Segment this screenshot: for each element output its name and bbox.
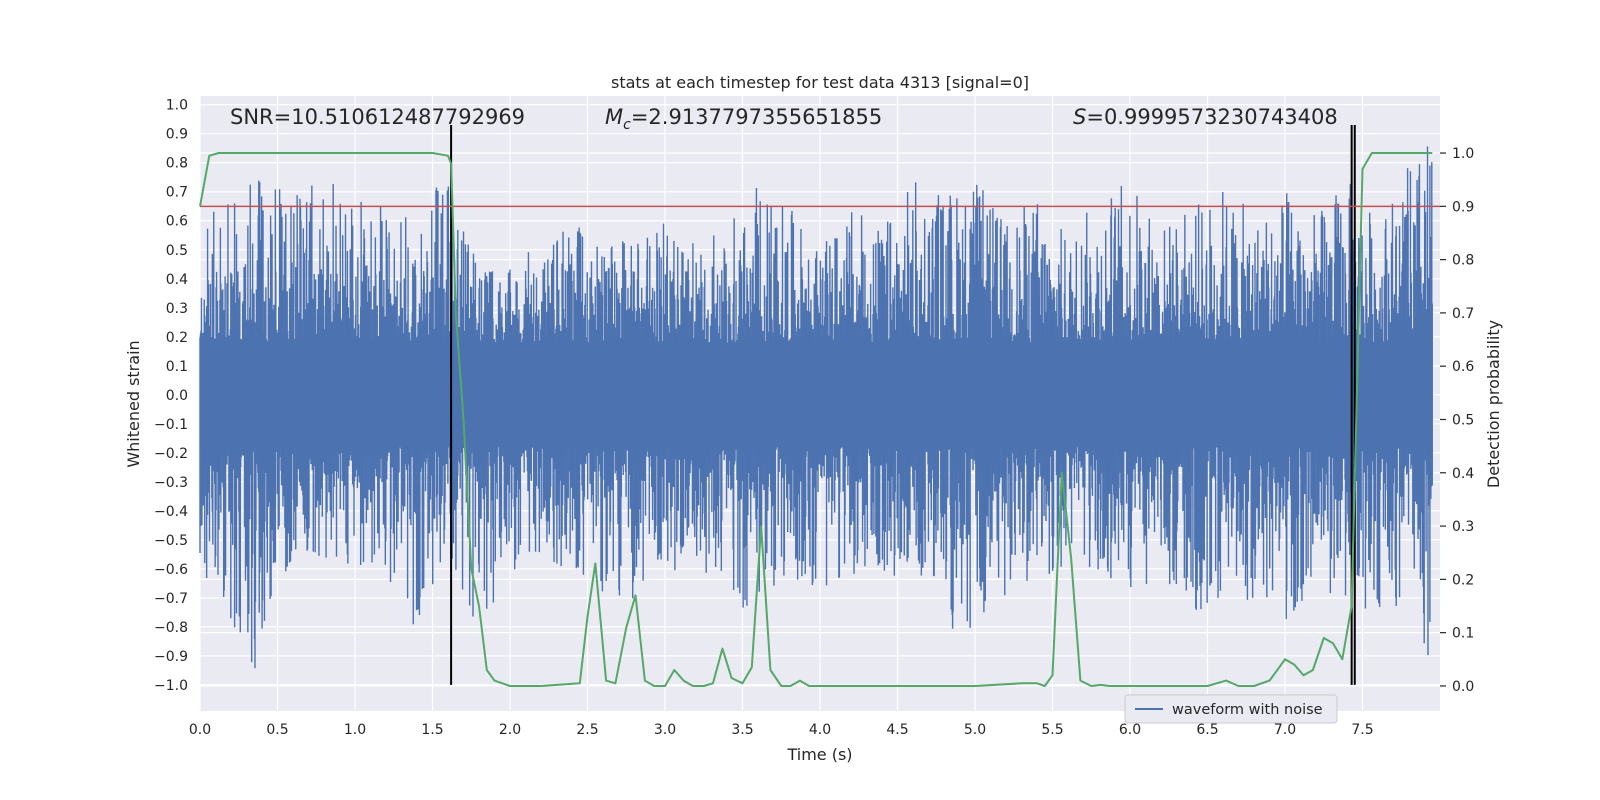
x-tick-label: 3.0 [654, 722, 676, 738]
y-left-tick-label: 0.4 [166, 272, 188, 288]
probability-line [199, 152, 1433, 687]
y-right-tick-label: 0.4 [1452, 466, 1474, 482]
y-left-tick-label: −1.0 [154, 678, 188, 694]
x-axis-ticks: 0.0 0.5 1.0 1.5 2.0 2.5 3.0 3.5 4.0 4.5 5.0 5.5 6.0 6… [189, 722, 1374, 738]
x-tick-label: 4.0 [809, 722, 831, 738]
y-right-ticks: 1.0 0.9 0.8 0.7 0.6 0.5 0.4 0.3 0.2 0.1 0.0 [1440, 146, 1474, 695]
chart-title: stats at each timestep for test data 431… [611, 73, 1029, 92]
mc-value: =2.9137797355651855 [631, 105, 882, 129]
y-left-tick-label: 0.9 [166, 127, 188, 143]
y-right-tick-label: 1.0 [1452, 146, 1474, 162]
y-left-ticks: 1.0 0.9 0.8 0.7 0.6 0.5 0.4 0.3 0.2 0.1 0.0 −0.1 −0.… [154, 98, 188, 694]
x-tick-label: 3.5 [731, 722, 753, 738]
y-left-tick-label: −0.4 [154, 504, 188, 520]
x-tick-label: 2.5 [576, 722, 598, 738]
x-tick-label: 5.5 [1041, 722, 1063, 738]
y-right-tick-label: 0.5 [1452, 412, 1474, 428]
x-tick-label: 7.5 [1351, 722, 1373, 738]
probability-series [199, 152, 1433, 687]
y-left-tick-label: 0.2 [166, 330, 188, 346]
y-left-tick-label: −0.5 [154, 533, 188, 549]
y-left-tick-label: −0.6 [154, 562, 188, 578]
s-symbol: S [1073, 105, 1086, 129]
x-tick-label: 2.0 [499, 722, 521, 738]
legend-label-waveform: waveform with noise [1172, 702, 1323, 718]
s-annotation: S=0.9999573230743408 [1073, 105, 1338, 129]
legend-box [1124, 694, 1338, 724]
y-left-tick-label: −0.9 [154, 649, 188, 665]
x-tick-label: 0.0 [189, 722, 211, 738]
y-left-tick-label: 0.6 [166, 214, 188, 230]
y-left-tick-label: 0.3 [166, 301, 188, 317]
snr-annotation: SNR=10.510612487792969 [230, 105, 525, 129]
y-left-tick-label: −0.2 [154, 446, 188, 462]
x-tick-label: 0.5 [266, 722, 288, 738]
x-tick-label: 4.5 [886, 722, 908, 738]
y-left-tick-label: −0.8 [154, 620, 188, 636]
x-tick-label: 6.0 [1119, 722, 1141, 738]
y-left-tick-label: 1.0 [166, 98, 188, 114]
y-left-tick-label: −0.3 [154, 475, 188, 491]
y-right-axis-label: Detection probability [1484, 320, 1503, 488]
y-left-tick-label: −0.1 [154, 417, 188, 433]
x-tick-label: 6.5 [1196, 722, 1218, 738]
y-right-tick-label: 0.3 [1452, 519, 1474, 535]
s-value: =0.9999573230743408 [1086, 105, 1337, 129]
y-left-tick-label: 0.1 [166, 359, 188, 375]
mc-annotation: Mc=2.9137797355651855 [605, 105, 882, 133]
y-right-tick-label: 0.0 [1452, 679, 1474, 695]
y-left-axis-label: Whitened strain [124, 340, 143, 467]
y-left-tick-label: −0.7 [154, 591, 188, 607]
y-left-tick-label: 0.8 [166, 156, 188, 172]
y-right-tick-label: 0.9 [1452, 199, 1474, 215]
legend: waveform with noise [1124, 694, 1338, 724]
waveform-series [199, 146, 1433, 669]
y-right-tick-label: 0.8 [1452, 253, 1474, 269]
y-right-tick-label: 0.1 [1452, 626, 1474, 642]
y-right-tick-label: 0.2 [1452, 572, 1474, 588]
x-tick-label: 7.0 [1274, 722, 1296, 738]
x-axis-label: Time (s) [786, 745, 852, 764]
y-left-tick-label: 0.0 [166, 388, 188, 404]
y-right-tick-label: 0.7 [1452, 306, 1474, 322]
y-left-tick-label: 0.7 [166, 185, 188, 201]
waveform-core-band [200, 345, 1433, 445]
x-tick-label: 1.0 [344, 722, 366, 738]
y-left-tick-label: 0.5 [166, 243, 188, 259]
x-tick-label: 5.0 [964, 722, 986, 738]
y-right-tick-label: 0.6 [1452, 359, 1474, 375]
x-tick-label: 1.5 [421, 722, 443, 738]
mc-subscript: c [623, 117, 631, 133]
mc-symbol: M [605, 105, 623, 129]
